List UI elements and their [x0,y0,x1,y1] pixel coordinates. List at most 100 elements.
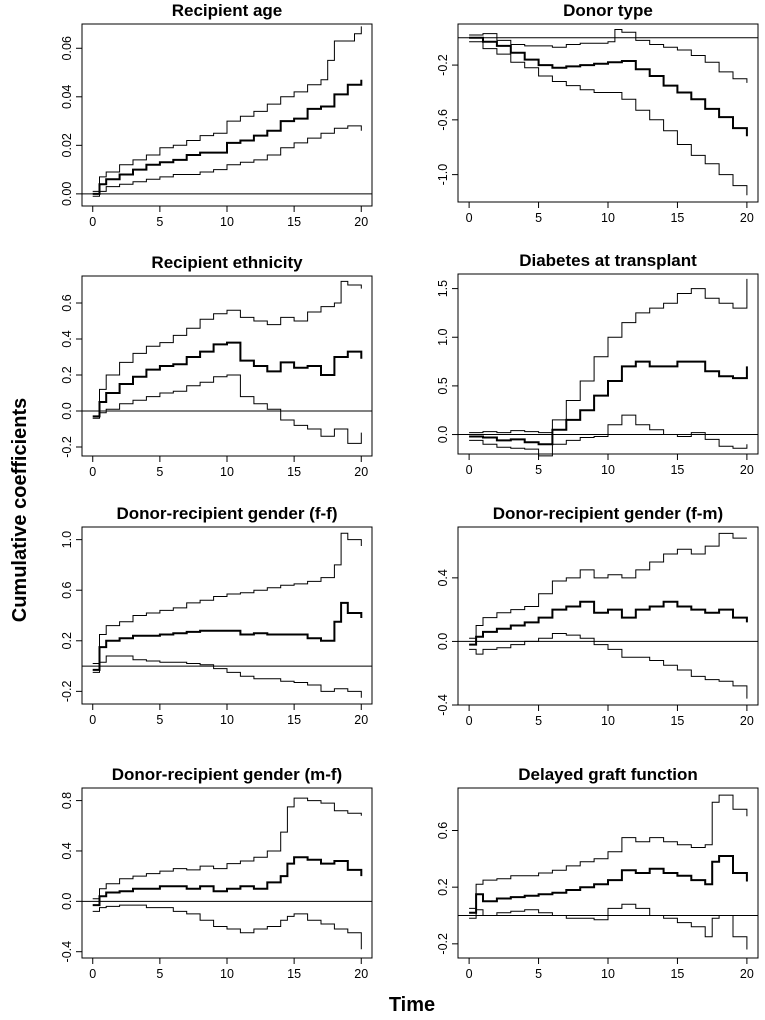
panel-title: Recipient age [172,1,283,20]
x-tick-label: 20 [354,713,368,727]
x-tick-label: 20 [354,215,368,229]
x-tick-label: 10 [601,967,615,981]
x-tick-label: 5 [156,967,163,981]
plot-frame [81,275,373,457]
y-tick-label: 0.6 [60,294,74,311]
x-tick-label: 15 [670,714,684,728]
y-tick-label: 0.4 [60,330,74,347]
series-line-upper [469,278,748,434]
y-tick-label: 0.8 [60,792,74,809]
panel-title: Donor type [563,1,653,20]
y-tick-label: -0.4 [436,694,450,716]
y-tick-label: 0.4 [60,842,74,859]
y-tick-label: 0.2 [60,632,74,649]
x-tick-label: 20 [740,967,754,981]
plot-frame [457,23,759,203]
x-tick-label: 10 [220,713,234,727]
x-tick-label: 0 [466,714,473,728]
x-tick-label: 0 [89,215,96,229]
series-line-estimate [92,341,363,418]
series-line-estimate [469,360,748,446]
plot-frame [81,526,373,705]
panel-4: Diabetes at transplant 0 5 10 15 20 0.0 0.5 1.0 1… [436,251,759,477]
series-line-upper [92,280,362,412]
y-axis-label: Cumulative coefficients [9,398,31,623]
x-tick-label: 10 [601,211,615,225]
panel-title: Donor-recipient gender (f-m) [493,504,723,523]
x-tick-label: 0 [466,967,473,981]
series-line-estimate [469,855,748,914]
panel-title: Delayed graft function [518,765,697,784]
x-tick-label: 20 [740,463,754,477]
series-line-lower [469,633,748,699]
series-line-upper [92,26,362,192]
y-tick-label: 0.2 [436,878,450,895]
x-tick-label: 10 [601,463,615,477]
x-tick-label: 20 [740,211,754,225]
x-tick-label: 10 [220,465,234,479]
series-line-lower [92,655,362,698]
series-line-lower [469,414,748,457]
panel-title: Donor-recipient gender (m-f) [112,765,342,784]
y-tick-label: 1.5 [436,280,450,297]
x-tick-label: 10 [220,215,234,229]
x-tick-label: 0 [466,211,473,225]
x-tick-label: 20 [740,714,754,728]
x-tick-label: 5 [535,211,542,225]
series-line-upper [469,532,747,639]
y-tick-label: 0.0 [60,402,74,419]
plot-frame [81,23,373,207]
x-tick-label: 5 [156,215,163,229]
x-axis-label: Time [389,994,435,1016]
plot-frame [457,526,759,706]
series-line-estimate [92,856,363,907]
panel-1: Recipient age 0 5 10 15 20 0.00 0.02 0.04 0.06 [60,1,373,229]
y-tick-label: 0.00 [60,182,74,206]
x-tick-label: 20 [354,465,368,479]
y-tick-label: 0.02 [60,133,74,157]
y-tick-label: -0.6 [436,109,450,131]
y-tick-label: 0.4 [436,569,450,586]
series-line-lower [92,904,362,950]
series-line-lower [469,41,748,196]
x-tick-label: 15 [287,215,301,229]
y-tick-label: 1.0 [60,531,74,548]
series-line-estimate [92,79,363,195]
series-line-upper [469,794,748,909]
x-tick-label: 5 [535,967,542,981]
panel-5: Donor-recipient gender (f-f) 0 5 10 15 20 -0.2… [60,504,373,727]
series-line-upper [469,29,748,83]
y-tick-label: -1.0 [436,164,450,186]
y-tick-label: 0.2 [60,366,74,383]
x-tick-label: 15 [670,463,684,477]
x-tick-label: 15 [670,211,684,225]
y-tick-label: 0.0 [436,633,450,650]
panel-title: Diabetes at transplant [519,251,697,270]
panel-title: Donor-recipient gender (f-f) [117,504,338,523]
panel-6: Donor-recipient gender (f-m) 0 5 10 15 20 -0.4… [436,504,759,728]
x-tick-label: 5 [535,463,542,477]
y-tick-label: -0.2 [436,933,450,955]
y-tick-label: 0.0 [436,426,450,443]
y-tick-label: -0.2 [436,54,450,76]
panel-8: Delayed graft function 0 5 10 15 20 -0.2 0.2 0.6 [436,765,759,981]
y-tick-label: 0.0 [60,893,74,910]
x-tick-label: 10 [220,967,234,981]
y-tick-label: -0.4 [60,941,74,963]
x-tick-label: 15 [670,967,684,981]
plot-frame [81,787,373,959]
x-tick-label: 15 [287,713,301,727]
series-line-lower [92,125,362,197]
y-tick-label: 0.6 [60,581,74,598]
x-tick-label: 0 [89,465,96,479]
y-tick-label: 0.5 [436,377,450,394]
x-tick-label: 0 [466,463,473,477]
series-line-estimate [469,36,748,137]
panel-3: Recipient ethnicity 0 5 10 15 20 -0.2 0.0 0.2 0.4… [60,253,373,479]
panel-7: Donor-recipient gender (m-f) 0 5 10 15 20 -0.4… [60,765,373,981]
x-tick-label: 0 [89,967,96,981]
y-tick-label: -0.2 [60,681,74,703]
y-tick-label: 1.0 [436,329,450,346]
x-tick-label: 5 [156,713,163,727]
